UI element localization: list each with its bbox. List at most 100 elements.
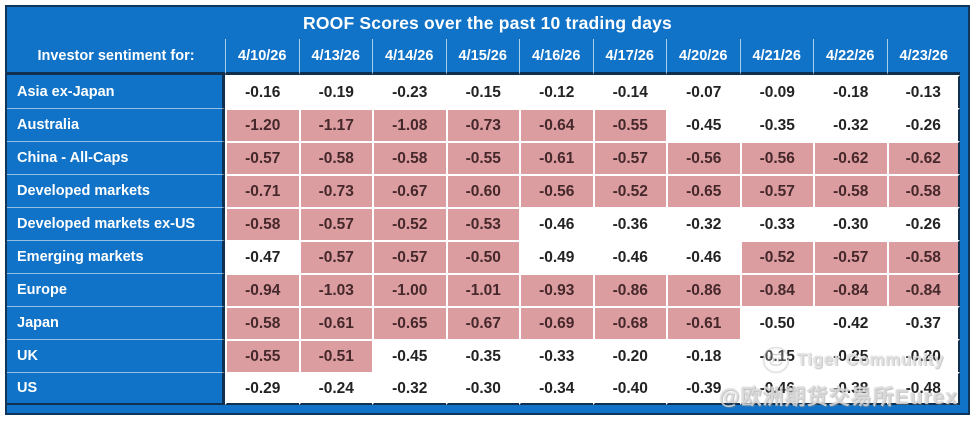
- score-cell: -0.36: [592, 207, 666, 240]
- score-cell: -0.49: [519, 240, 593, 273]
- score-cell: -0.52: [372, 207, 446, 240]
- row-label: Emerging markets: [7, 240, 225, 273]
- score-cell: -0.61: [519, 141, 593, 174]
- score-cell: -0.32: [372, 372, 446, 405]
- score-cell: -0.84: [886, 273, 960, 306]
- row-label: Japan: [7, 306, 225, 339]
- column-header-date: 4/17/26: [592, 39, 666, 75]
- column-header-date: 4/16/26: [519, 39, 593, 75]
- score-cell: -0.64: [519, 108, 593, 141]
- score-cell: -0.58: [298, 141, 372, 174]
- column-header-date: 4/22/26: [813, 39, 887, 75]
- score-cell: -0.26: [886, 108, 960, 141]
- score-cell: -0.93: [519, 273, 593, 306]
- column-header-date: 4/13/26: [298, 39, 372, 75]
- score-cell: -0.65: [372, 306, 446, 339]
- score-cell: -0.19: [298, 75, 372, 108]
- score-cell: -0.68: [592, 306, 666, 339]
- score-cell: -0.32: [813, 108, 887, 141]
- roof-scores-table: ROOF Scores over the past 10 trading day…: [5, 5, 970, 415]
- score-cell: -1.01: [445, 273, 519, 306]
- score-cell: -0.46: [592, 240, 666, 273]
- score-cell: -0.40: [592, 372, 666, 405]
- score-cell: -0.47: [225, 240, 299, 273]
- score-cell: -0.45: [666, 108, 740, 141]
- score-cell: -0.58: [886, 240, 960, 273]
- score-cell: -0.23: [372, 75, 446, 108]
- score-cell: -0.50: [445, 240, 519, 273]
- corner-header: Investor sentiment for:: [7, 39, 225, 75]
- score-cell: -0.34: [519, 372, 593, 405]
- score-cell: -0.67: [372, 174, 446, 207]
- score-cell: -0.71: [225, 174, 299, 207]
- score-cell: -0.57: [739, 174, 813, 207]
- row-label: Europe: [7, 273, 225, 306]
- score-cell: -0.62: [813, 141, 887, 174]
- score-cell: -0.33: [519, 339, 593, 372]
- score-cell: -0.09: [739, 75, 813, 108]
- score-cell: -1.20: [225, 108, 299, 141]
- score-cell: -0.14: [592, 75, 666, 108]
- column-header-date: 4/20/26: [666, 39, 740, 75]
- score-cell: -0.67: [445, 306, 519, 339]
- score-cell: -0.69: [519, 306, 593, 339]
- score-cell: -0.52: [592, 174, 666, 207]
- score-cell: -0.46: [666, 240, 740, 273]
- score-cell: -0.61: [298, 306, 372, 339]
- score-cell: -0.50: [739, 306, 813, 339]
- score-cell: -0.15: [445, 75, 519, 108]
- score-cell: -0.56: [519, 174, 593, 207]
- row-label: Developed markets ex-US: [7, 207, 225, 240]
- score-cell: -0.55: [225, 339, 299, 372]
- scores-grid: Investor sentiment for: 4/10/26 4/13/26 4/1…: [7, 39, 968, 413]
- score-cell: -0.33: [739, 207, 813, 240]
- score-cell: -0.53: [445, 207, 519, 240]
- score-cell: -0.48: [886, 372, 960, 405]
- table-title: ROOF Scores over the past 10 trading day…: [302, 13, 672, 33]
- score-cell: -0.86: [666, 273, 740, 306]
- score-cell: -0.73: [298, 174, 372, 207]
- score-cell: -1.17: [298, 108, 372, 141]
- column-header-date: 4/10/26: [225, 39, 299, 75]
- score-cell: -0.32: [666, 207, 740, 240]
- score-cell: -0.18: [813, 75, 887, 108]
- score-cell: -0.25: [813, 339, 887, 372]
- score-cell: -0.12: [519, 75, 593, 108]
- row-label: Asia ex-Japan: [7, 75, 225, 108]
- score-cell: -0.52: [739, 240, 813, 273]
- score-cell: -0.56: [666, 141, 740, 174]
- score-cell: -0.37: [886, 306, 960, 339]
- row-label: Australia: [7, 108, 225, 141]
- score-cell: -0.15: [739, 339, 813, 372]
- score-cell: -0.55: [445, 141, 519, 174]
- score-cell: -0.46: [739, 372, 813, 405]
- score-cell: -0.35: [445, 339, 519, 372]
- score-cell: -0.20: [592, 339, 666, 372]
- score-cell: -0.56: [739, 141, 813, 174]
- score-cell: -0.58: [225, 306, 299, 339]
- score-cell: -0.58: [372, 141, 446, 174]
- score-cell: -1.00: [372, 273, 446, 306]
- score-cell: -0.26: [886, 207, 960, 240]
- score-cell: -0.86: [592, 273, 666, 306]
- score-cell: -0.13: [886, 75, 960, 108]
- score-cell: -0.46: [519, 207, 593, 240]
- column-header-date: 4/21/26: [739, 39, 813, 75]
- score-cell: -0.65: [666, 174, 740, 207]
- row-label: China - All-Caps: [7, 141, 225, 174]
- score-cell: -0.29: [225, 372, 299, 405]
- score-cell: -0.57: [298, 240, 372, 273]
- score-cell: -0.51: [298, 339, 372, 372]
- score-cell: -0.84: [813, 273, 887, 306]
- score-cell: -0.60: [445, 174, 519, 207]
- score-cell: -0.58: [813, 174, 887, 207]
- score-cell: -1.08: [372, 108, 446, 141]
- score-cell: -0.62: [886, 141, 960, 174]
- score-cell: -0.07: [666, 75, 740, 108]
- score-cell: -0.38: [813, 372, 887, 405]
- score-cell: -0.57: [225, 141, 299, 174]
- score-cell: -0.42: [813, 306, 887, 339]
- score-cell: -0.20: [886, 339, 960, 372]
- score-cell: -1.03: [298, 273, 372, 306]
- score-cell: -0.61: [666, 306, 740, 339]
